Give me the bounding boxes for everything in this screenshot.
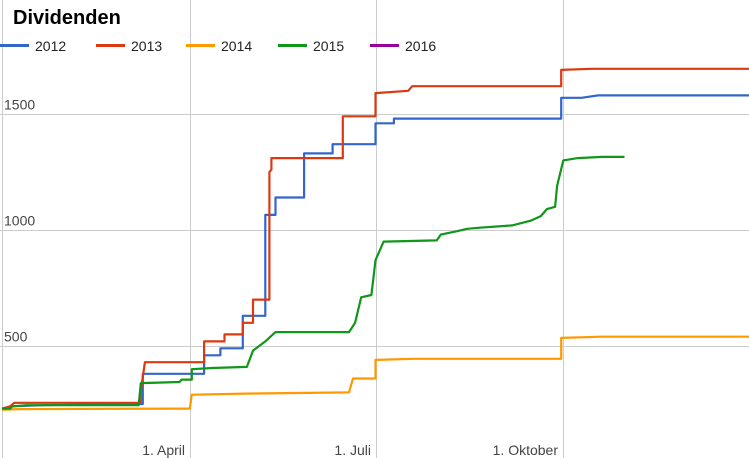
legend-swatch	[0, 44, 29, 47]
x-tick-label: 1. April	[142, 442, 185, 458]
x-tick-labels: 1. April 1. Juli 1. Oktober	[142, 442, 558, 458]
y-tick-label: 1500	[4, 97, 35, 113]
y-tick-label: 1000	[4, 213, 35, 229]
chart-title: Dividenden	[13, 7, 121, 29]
legend-label: 2016	[405, 38, 437, 54]
x-tick-label: 1. Oktober	[493, 442, 559, 458]
y-tick-labels: 500 1000 1500	[4, 97, 35, 345]
legend-swatch	[96, 44, 125, 47]
legend-swatch	[186, 44, 215, 47]
legend-swatch	[278, 44, 307, 47]
legend-label: 2012	[35, 38, 67, 54]
legend-label: 2015	[313, 38, 345, 54]
legend-swatch	[370, 44, 399, 47]
series-line-2014	[1, 335, 749, 411]
series-lines	[1, 67, 749, 411]
series-line-2015	[2, 155, 625, 410]
series-line-2013	[1, 67, 749, 410]
legend-label: 2014	[221, 38, 253, 54]
y-tick-label: 500	[4, 329, 28, 345]
x-tick-label: 1. Juli	[334, 442, 371, 458]
legend-label: 2013	[131, 38, 163, 54]
